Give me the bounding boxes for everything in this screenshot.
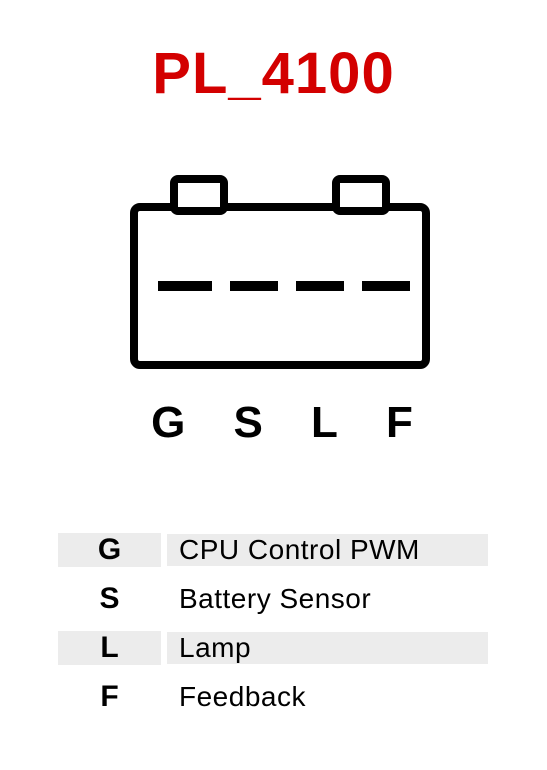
model-title: PL_4100 [0, 40, 547, 107]
pin-label: G [151, 398, 185, 448]
pin-label: S [233, 398, 262, 448]
connector-outline [120, 165, 440, 385]
pin-label: F [386, 398, 413, 448]
legend-row [58, 721, 488, 770]
connector-tab-2 [336, 179, 386, 211]
diagram-page: PL_4100 G S L F G CPU Control PWM S Batt… [0, 0, 547, 761]
legend-desc: CPU Control PWM [167, 534, 488, 566]
legend-key: S [58, 582, 161, 616]
connector-tab-1 [174, 179, 224, 211]
legend-table: G CPU Control PWM S Battery Sensor L Lam… [58, 525, 488, 770]
legend-desc: Battery Sensor [167, 583, 488, 615]
legend-key: L [58, 631, 161, 665]
legend-key: G [58, 533, 161, 567]
title-text: PL_4100 [152, 41, 394, 106]
legend-desc: Feedback [167, 681, 488, 713]
pin-label: L [311, 398, 338, 448]
legend-row: L Lamp [58, 623, 488, 672]
legend-key: F [58, 680, 161, 714]
legend-row: G CPU Control PWM [58, 525, 488, 574]
legend-desc: Lamp [167, 632, 488, 664]
pin-label-row: G S L F [127, 398, 437, 448]
legend-row: S Battery Sensor [58, 574, 488, 623]
legend-row: F Feedback [58, 672, 488, 721]
